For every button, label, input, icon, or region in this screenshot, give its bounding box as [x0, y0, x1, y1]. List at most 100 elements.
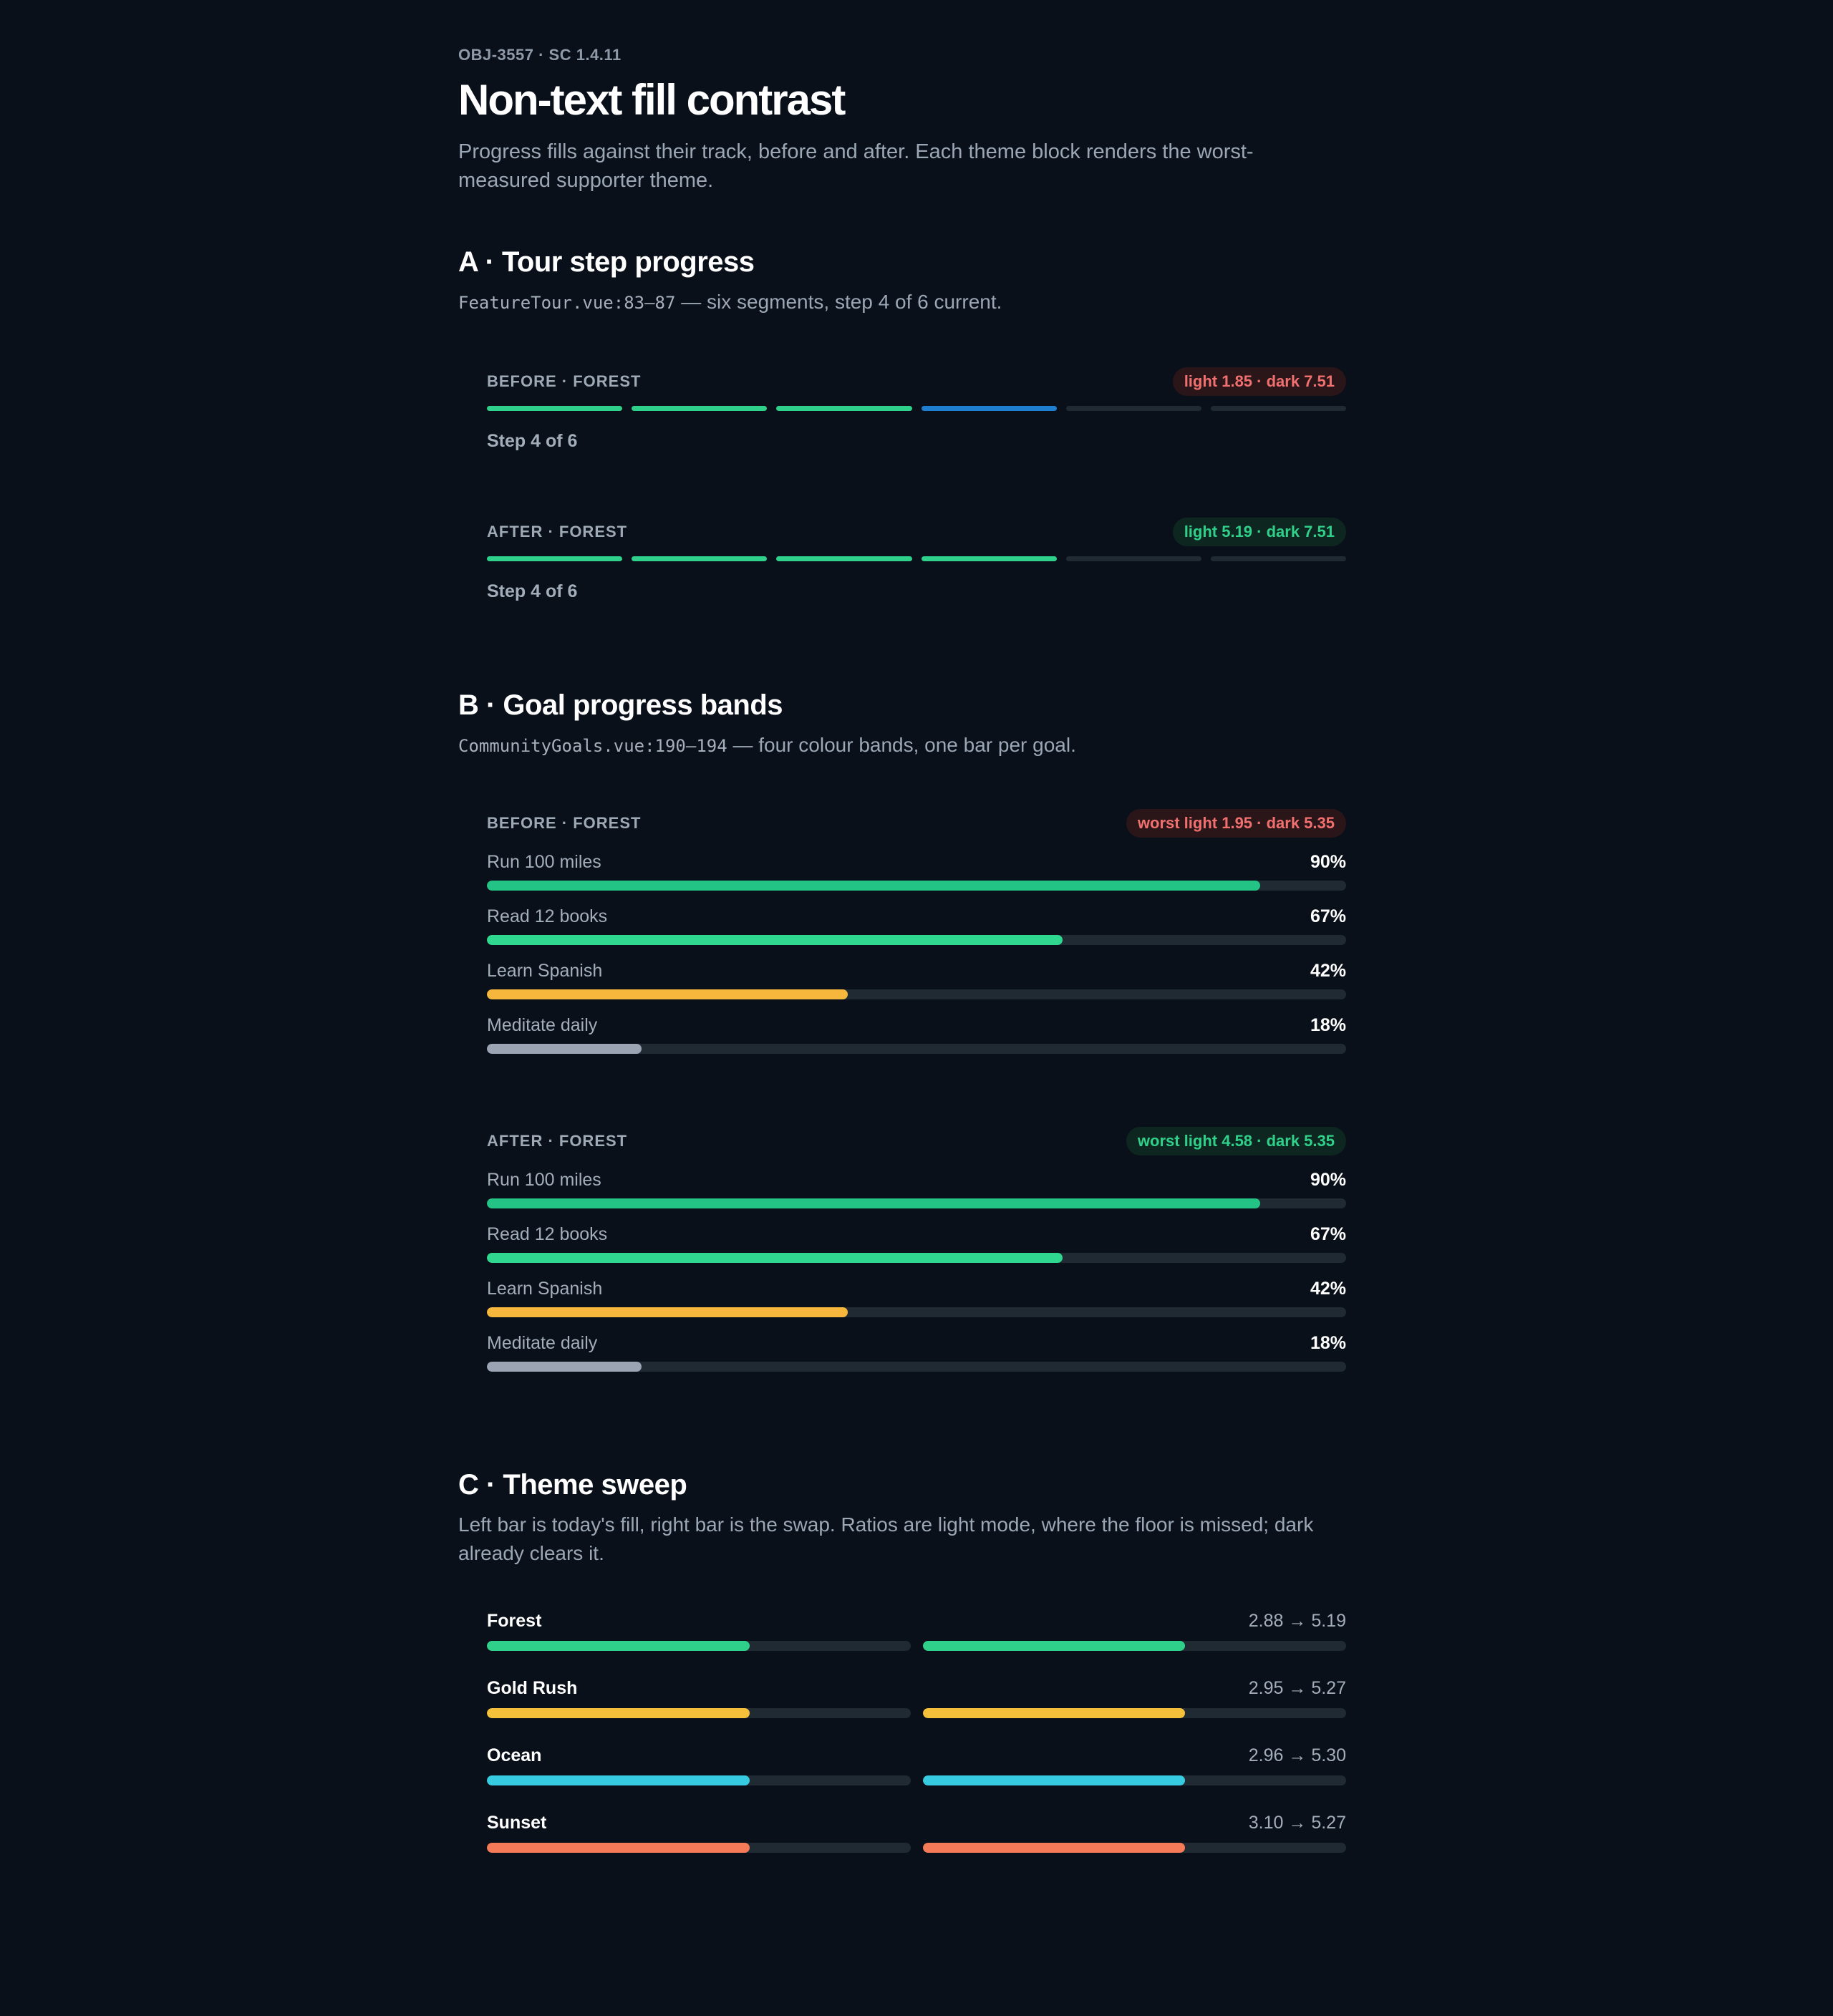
- step-segment-2: [632, 406, 768, 411]
- goal-item: Read 12 books 67%: [487, 1223, 1346, 1263]
- step-segment-4: [921, 556, 1057, 561]
- after-fill: [922, 1708, 1186, 1718]
- tour-before-block: BEFORE · FOREST light 1.85 · dark 7.51 S…: [487, 367, 1347, 452]
- step-segments: [487, 406, 1347, 411]
- goal-percent: 18%: [1310, 1014, 1346, 1035]
- theme-name: Sunset: [487, 1812, 547, 1833]
- goal-item: Learn Spanish 42%: [487, 959, 1346, 999]
- section-goal-progress-bands: B · Goal progress bands CommunityGoals.v…: [458, 688, 1382, 1372]
- theme-name: Ocean: [487, 1745, 542, 1765]
- step-segments: [487, 556, 1347, 561]
- goal-progress-fill: [487, 1307, 848, 1317]
- goal-list: Run 100 miles 90% Read 12 books 67% Learn Sp…: [487, 850, 1346, 1054]
- goals-before-block: BEFORE · FOREST worst light 1.95 · dark …: [487, 809, 1346, 1054]
- tour-after-block: AFTER · FOREST light 5.19 · dark 7.51 St…: [487, 518, 1347, 602]
- before-fill-track: [487, 1843, 911, 1853]
- goal-progress-fill: [487, 989, 848, 999]
- contrast-badge: light 1.85 · dark 7.51: [1172, 367, 1346, 396]
- step-label: Step 4 of 6: [487, 431, 578, 451]
- block-label: AFTER · FOREST: [487, 523, 628, 541]
- goal-progress-fill: [487, 881, 1260, 891]
- section-subtitle: CommunityGoals.vue:190–194 — four colour…: [458, 731, 1382, 760]
- goal-name: Run 100 miles: [487, 1169, 601, 1190]
- section-title: C · Theme sweep: [458, 1469, 687, 1501]
- before-fill: [487, 1775, 750, 1785]
- step-segment-5: [1065, 556, 1201, 561]
- after-fill: [922, 1641, 1186, 1651]
- goal-percent: 67%: [1310, 906, 1346, 926]
- goal-percent: 90%: [1310, 851, 1346, 872]
- goal-progress-track: [487, 1253, 1346, 1263]
- theme-name: Gold Rush: [487, 1677, 578, 1698]
- contrast-badge: worst light 1.95 · dark 5.35: [1126, 809, 1346, 838]
- page-kicker: OBJ-3557 · SC 1.4.11: [458, 46, 622, 64]
- section-theme-sweep: C · Theme sweep Left bar is today's fill…: [458, 1468, 1382, 1853]
- goal-progress-fill: [487, 1198, 1260, 1208]
- block-label: BEFORE · FOREST: [487, 814, 642, 832]
- before-fill: [487, 1708, 750, 1718]
- before-fill: [487, 1843, 750, 1853]
- goal-item: Read 12 books 67%: [487, 905, 1346, 945]
- theme-ratio: 2.88 → 5.19: [1248, 1610, 1346, 1631]
- code-reference: FeatureTour.vue:83–87: [458, 293, 676, 313]
- theme-ratio: 3.10 → 5.27: [1248, 1812, 1346, 1833]
- goal-item: Run 100 miles 90%: [487, 1168, 1346, 1208]
- after-fill: [922, 1775, 1186, 1785]
- after-fill-track: [922, 1641, 1346, 1651]
- section-tour-step-progress: A · Tour step progress FeatureTour.vue:8…: [458, 245, 1382, 602]
- goal-percent: 18%: [1310, 1332, 1346, 1353]
- theme-row: Gold Rush 2.95 → 5.27: [487, 1677, 1346, 1718]
- goal-name: Read 12 books: [487, 1223, 608, 1244]
- goal-list: Run 100 miles 90% Read 12 books 67% Learn Sp…: [487, 1168, 1346, 1372]
- step-segment-6: [1210, 406, 1347, 411]
- goal-progress-track: [487, 881, 1346, 891]
- goal-name: Learn Spanish: [487, 1278, 603, 1299]
- theme-ratio: 2.95 → 5.27: [1248, 1677, 1346, 1698]
- goal-name: Learn Spanish: [487, 960, 603, 981]
- page-title: Non-text fill contrast: [458, 76, 846, 124]
- goal-progress-track: [487, 1044, 1346, 1054]
- block-label: BEFORE · FOREST: [487, 372, 642, 390]
- after-fill-track: [922, 1843, 1346, 1853]
- section-subtitle: FeatureTour.vue:83–87 — six segments, st…: [458, 288, 1382, 317]
- goal-percent: 67%: [1310, 1223, 1346, 1244]
- contrast-badge: worst light 4.58 · dark 5.35: [1126, 1127, 1346, 1155]
- theme-name: Forest: [487, 1610, 542, 1631]
- goal-percent: 42%: [1310, 960, 1346, 981]
- goal-progress-fill: [487, 935, 1063, 945]
- goal-progress-track: [487, 989, 1346, 999]
- step-segment-3: [776, 406, 912, 411]
- goal-item: Meditate daily 18%: [487, 1014, 1346, 1054]
- section-subtitle-text: — four colour bands, one bar per goal.: [727, 734, 1076, 756]
- goal-item: Run 100 miles 90%: [487, 850, 1346, 891]
- step-segment-2: [632, 556, 768, 561]
- before-fill-track: [487, 1641, 911, 1651]
- step-segment-3: [776, 556, 912, 561]
- theme-row: Ocean 2.96 → 5.30: [487, 1744, 1346, 1785]
- goal-item: Meditate daily 18%: [487, 1332, 1346, 1372]
- after-fill: [922, 1843, 1186, 1853]
- goal-progress-track: [487, 1362, 1346, 1372]
- theme-ratio: 2.96 → 5.30: [1248, 1745, 1346, 1765]
- contrast-badge: light 5.19 · dark 7.51: [1172, 518, 1346, 546]
- goal-name: Meditate daily: [487, 1332, 598, 1353]
- goal-percent: 42%: [1310, 1278, 1346, 1299]
- step-segment-1: [487, 406, 623, 411]
- goal-name: Run 100 miles: [487, 851, 601, 872]
- after-fill-track: [922, 1775, 1346, 1785]
- goal-name: Meditate daily: [487, 1014, 598, 1035]
- step-segment-5: [1065, 406, 1201, 411]
- step-label: Step 4 of 6: [487, 581, 578, 601]
- section-subtitle: Left bar is today's fill, right bar is t…: [458, 1513, 1314, 1564]
- after-fill-track: [922, 1708, 1346, 1718]
- block-label: AFTER · FOREST: [487, 1132, 628, 1150]
- before-fill-track: [487, 1775, 911, 1785]
- goal-percent: 90%: [1310, 1169, 1346, 1190]
- section-title: B · Goal progress bands: [458, 689, 783, 721]
- theme-row: Forest 2.88 → 5.19: [487, 1609, 1346, 1651]
- page-lede: Progress fills against their track, befo…: [458, 140, 1254, 192]
- goal-item: Learn Spanish 42%: [487, 1277, 1346, 1317]
- goal-progress-fill: [487, 1044, 642, 1054]
- section-title: A · Tour step progress: [458, 246, 755, 278]
- section-subtitle-text: — six segments, step 4 of 6 current.: [675, 291, 1002, 313]
